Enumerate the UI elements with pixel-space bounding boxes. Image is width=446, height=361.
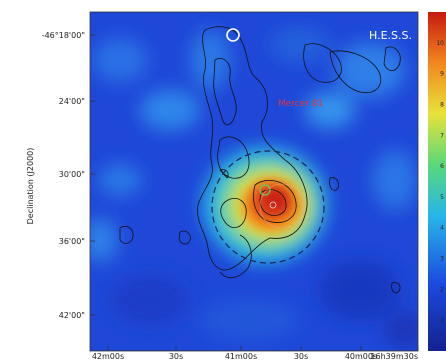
contour-small-4 [329, 177, 339, 191]
region-dashed-circle [211, 150, 325, 264]
colorbar-tick-label: 6 [440, 163, 444, 170]
green-circle-marker [259, 184, 271, 196]
contour-small-1 [119, 226, 134, 244]
x-tick-label: 42m00s [92, 352, 124, 361]
contour-inner-5 [220, 198, 247, 229]
contour-inner-3 [253, 180, 297, 223]
colorbar-tick-label: 1 [440, 317, 444, 324]
sky-map [90, 12, 418, 351]
contour-small-3 [391, 282, 401, 294]
colorbar-tick-label: 7 [440, 132, 444, 139]
contour-main [197, 26, 308, 271]
colorbar-tick-label: 3 [440, 256, 444, 263]
y-tick-label: 36'00" [59, 237, 85, 246]
plot-frame [89, 11, 419, 352]
colorbar-tick-labels: 1 2 3 4 5 6 7 8 9 10 [436, 40, 444, 324]
colorbar-tick-label: 8 [440, 101, 444, 108]
x-tick-label: 40m00s [345, 352, 377, 361]
colorbar-tick-label: 2 [440, 286, 444, 293]
contour-small-5 [219, 169, 229, 179]
colorbar-gradient [428, 12, 446, 351]
contour-small-2 [178, 230, 191, 245]
contour-inner-4 [259, 189, 287, 216]
y-tick-label: 30'00" [59, 170, 85, 179]
y-tick-label: 42'00" [59, 311, 85, 320]
background-noise [90, 27, 418, 348]
white-circle-center [269, 201, 277, 209]
contour-inner-1 [213, 58, 237, 126]
contour-east-3 [383, 46, 401, 71]
x-tick-label: 30s [169, 352, 183, 361]
colorbar-tick-label: 10 [436, 40, 444, 47]
colorbar-tick-label: 9 [440, 71, 444, 78]
center-ring [259, 183, 305, 229]
source-label: Mercer 81 [278, 99, 323, 109]
y-tick-label: 24'00" [59, 97, 85, 106]
y-tick-labels: -46°18'00" 24'00" 30'00" 36'00" 42'00" [42, 31, 95, 320]
colorbar: 1 2 3 4 5 6 7 8 9 10 [428, 12, 446, 351]
contour-east-1 [303, 43, 342, 83]
colorbar-tick-label: 4 [440, 225, 444, 232]
colorbar-tick-label: 5 [440, 194, 444, 201]
x-tick-label: 16h39m30s [370, 352, 418, 361]
x-tick-label: 41m00s [225, 352, 257, 361]
y-tick-label: -46°18'00" [42, 31, 85, 40]
y-axis-title: Declination (J2000) [26, 148, 35, 225]
contour-east-2 [329, 50, 382, 94]
x-tick-label: 30s [294, 352, 308, 361]
white-circle-marker [226, 28, 240, 42]
instrument-label: H.E.S.S. [369, 29, 412, 42]
contour-inner-2 [217, 136, 250, 179]
contours [119, 26, 401, 294]
contour-arm [219, 234, 252, 279]
